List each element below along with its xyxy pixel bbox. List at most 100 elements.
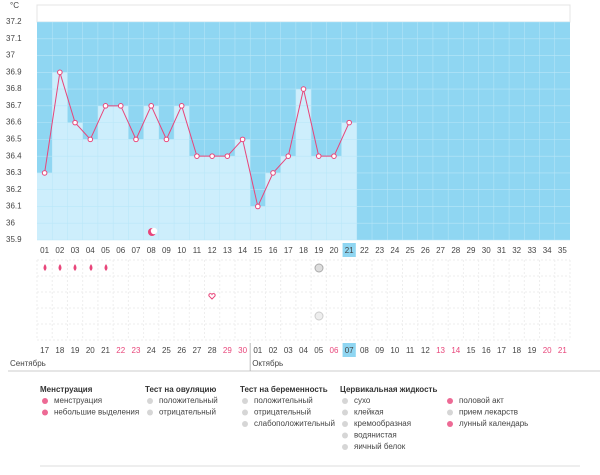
y-tick-label: 36.7 <box>6 101 22 110</box>
drop-icon <box>43 264 47 271</box>
temperature-point <box>163 136 170 143</box>
y-tick-label: 37.2 <box>6 17 22 26</box>
x-tick-label: 33 <box>527 246 536 255</box>
today-box <box>342 343 356 357</box>
date-label: 21 <box>558 346 567 355</box>
temperature-point <box>209 153 215 159</box>
date-label: 04 <box>299 346 308 355</box>
legend-item: водянистая <box>354 431 397 440</box>
x-tick-label: 34 <box>543 246 552 255</box>
temperature-point <box>102 103 109 109</box>
x-tick-label: 18 <box>299 246 308 255</box>
y-tick-label: 35.9 <box>6 235 22 244</box>
y-unit: °C <box>10 1 19 10</box>
legend-icon <box>342 444 348 450</box>
y-tick-label: 36.2 <box>6 185 22 194</box>
x-tick-label: 23 <box>375 246 384 255</box>
temperature-point <box>239 136 246 143</box>
y-tick-label: 36.5 <box>6 134 22 143</box>
y-tick-label: 36.9 <box>6 67 22 76</box>
date-label: 06 <box>330 346 339 355</box>
legend-icon <box>242 409 248 416</box>
temperature-bar <box>67 122 83 240</box>
heart-icon <box>208 293 216 300</box>
y-tick-label: 36.8 <box>6 84 22 93</box>
temperature-point <box>224 153 231 159</box>
date-label: 17 <box>40 346 49 355</box>
x-tick-label: 20 <box>330 246 339 255</box>
date-label: 20 <box>543 346 552 355</box>
date-label: 19 <box>71 346 80 355</box>
legend-icon <box>447 409 453 416</box>
temperature-bar <box>326 156 342 240</box>
legend-item: кремообразная <box>354 419 411 428</box>
x-tick-label: 25 <box>406 246 415 255</box>
legend-item: сухо <box>354 396 371 405</box>
temperature-bar <box>311 156 327 240</box>
temperature-point <box>178 103 185 109</box>
y-tick-label: 36 <box>6 218 15 227</box>
legend-item: небольшие выделения <box>54 408 139 417</box>
x-tick-label: 27 <box>436 246 445 255</box>
y-tick-label: 36.3 <box>6 168 22 177</box>
legend-title: Тест на овуляцию <box>145 385 216 394</box>
drop-icon <box>58 264 62 271</box>
date-label: 03 <box>284 346 293 355</box>
date-label: 18 <box>55 346 64 355</box>
x-tick-label: 17 <box>284 246 293 255</box>
legend-icon <box>42 398 48 404</box>
x-tick-label: 14 <box>238 246 247 255</box>
temperature-bar <box>204 156 220 240</box>
legend-item: половой акт <box>459 396 504 405</box>
legend-icon <box>147 409 153 416</box>
legend-icon <box>342 398 348 404</box>
x-tick-label: 21 <box>345 246 354 255</box>
x-tick-label: 10 <box>177 246 186 255</box>
temperature-bar <box>189 156 205 240</box>
pill-icon <box>314 311 324 321</box>
temperature-point <box>331 153 337 159</box>
temperature-point <box>87 136 94 143</box>
date-label: 26 <box>177 346 186 355</box>
legend-icon <box>42 409 48 416</box>
temperature-point <box>57 69 63 76</box>
temperature-point <box>117 103 124 109</box>
date-label: 12 <box>421 346 430 355</box>
x-tick-label: 16 <box>269 246 278 255</box>
x-tick-label: 08 <box>147 246 156 255</box>
x-tick-label: 30 <box>482 246 491 255</box>
date-label: 13 <box>436 346 445 355</box>
date-label: 01 <box>253 346 262 355</box>
current-day-box <box>342 243 356 257</box>
date-label: 16 <box>482 346 491 355</box>
x-tick-label: 02 <box>55 246 64 255</box>
date-label: 05 <box>314 346 323 355</box>
x-tick-label: 28 <box>451 246 460 255</box>
x-tick-label: 03 <box>71 246 80 255</box>
legend-item: яичный белок <box>354 442 406 451</box>
legend-item: менструация <box>54 396 102 405</box>
legend-item: положительный <box>159 396 218 405</box>
x-tick-label: 06 <box>116 246 125 255</box>
x-tick-label: 35 <box>558 246 567 255</box>
date-label: 02 <box>269 346 278 355</box>
legend-icon <box>447 398 453 404</box>
date-label: 14 <box>451 346 460 355</box>
date-label: 17 <box>497 346 506 355</box>
background: 35.9 36 36.1 36.2 36.3 36.4 36.5 36.6 36.7 36.8 36… <box>6 4 571 244</box>
event-icons <box>43 227 324 321</box>
legend-item: лунный календарь <box>459 419 528 428</box>
temperature-point <box>194 153 200 159</box>
plot-top-strip <box>36 4 571 23</box>
temperature-point <box>300 86 307 92</box>
date-label: 07 <box>345 346 354 355</box>
date-label: 15 <box>467 346 476 355</box>
date-label: 25 <box>162 346 171 355</box>
x-tick-label: 29 <box>467 246 476 255</box>
temperature-bar <box>341 122 357 240</box>
x-tick-label: 01 <box>40 246 49 255</box>
date-label: 21 <box>101 346 110 355</box>
x-tick-label: 09 <box>162 246 171 255</box>
month-label: Сентябрь <box>10 359 46 368</box>
